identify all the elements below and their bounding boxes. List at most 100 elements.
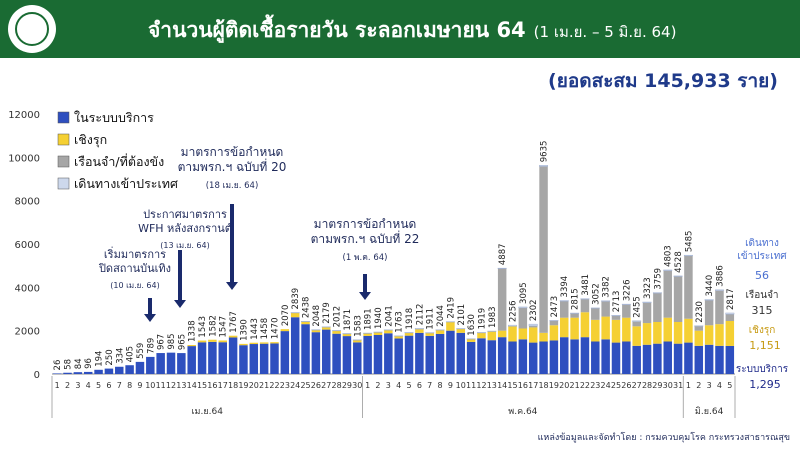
bar-active (384, 330, 393, 334)
bar-imported (352, 339, 362, 341)
bar-domestic (394, 338, 403, 374)
bar-total-label: 967 (157, 334, 167, 350)
x-tick-label: 12 (166, 381, 176, 390)
bar-total-label: 2419 (446, 297, 456, 319)
bar-domestic (125, 365, 134, 374)
bar-active (280, 329, 290, 332)
bar-domestic (456, 332, 466, 374)
bar-domestic (239, 345, 248, 374)
bar-active (208, 339, 217, 342)
x-tick-label: 24 (601, 381, 611, 390)
bar-domestic (83, 371, 93, 374)
bar-active (715, 324, 724, 346)
bar-domestic (622, 341, 631, 374)
bar-domestic (52, 373, 62, 374)
bar-imported (704, 299, 714, 301)
bar-total-label: 405 (126, 346, 136, 362)
annotation-apr13-date: (13 เม.ย. 64) (160, 241, 209, 250)
bar-active (187, 345, 196, 347)
cumulative-total: (ยอดสะสม 145,933 ราย) (548, 70, 778, 92)
bar-total-label: 4803 (664, 245, 674, 267)
bar-prison (704, 300, 714, 326)
bar-active (218, 340, 227, 343)
bar-total-label: 2473 (550, 296, 560, 318)
bar-active (249, 342, 259, 345)
bar-total-label: 3323 (643, 277, 653, 299)
bar-active (342, 333, 352, 337)
x-tick-label: 5 (406, 381, 411, 390)
bar-active (239, 343, 248, 346)
bar-domestic (497, 337, 507, 374)
bar-domestic (208, 341, 217, 374)
bar-prison (528, 325, 538, 328)
bar-imported (590, 307, 600, 309)
annotation-apr10-line2: ปิดสถานบันเทิง (98, 262, 171, 275)
bar-total-label: 9635 (540, 141, 550, 163)
x-tick-label: 15 (197, 381, 207, 390)
bar-active (197, 340, 207, 343)
bar-imported (528, 323, 538, 327)
month-label: พ.ค.64 (508, 407, 537, 417)
bar-active (694, 330, 704, 346)
bar-active (601, 316, 610, 340)
bar-active (363, 333, 372, 336)
bar-domestic (104, 368, 114, 374)
bar-domestic (135, 361, 145, 374)
bar-active (725, 321, 735, 346)
bar-total-label: 559 (136, 343, 146, 359)
bar-domestic (311, 332, 321, 374)
bar-domestic (549, 340, 559, 374)
bar-domestic (477, 338, 486, 374)
bar-imported (466, 338, 476, 340)
bar-imported (508, 324, 517, 327)
bar-total-label: 1983 (488, 306, 498, 328)
x-tick-label: 10 (456, 381, 466, 390)
bar-prison (715, 290, 724, 325)
bar-total-label: 58 (64, 359, 74, 370)
bar-imported (632, 320, 642, 322)
x-tick-label: 15 (507, 381, 517, 390)
page-title: จำนวนผู้ติดเชื้อรายวัน ระลอกเมษายน 64 (1 … (148, 14, 676, 47)
bar-imported (570, 312, 580, 314)
bar-domestic (560, 337, 569, 374)
bar-domestic (353, 342, 362, 374)
x-tick-label: 4 (717, 381, 722, 390)
x-tick-label: 21 (570, 381, 580, 390)
x-tick-label: 23 (590, 381, 600, 390)
bar-imported (611, 315, 621, 317)
annotation-apr13-arrow-head (174, 300, 186, 308)
bar-active (539, 332, 548, 342)
bar-prison (518, 307, 528, 329)
bar-domestic (218, 342, 227, 374)
bar-domestic (404, 335, 414, 374)
bar-prison (694, 326, 704, 331)
bar-active (518, 328, 528, 340)
legend-label-imported: เดินทางเข้าประเทศ (74, 176, 178, 191)
x-tick-label: 9 (448, 381, 453, 390)
annotation-apr13-line2: WFH หลังสงกรานต์ (138, 222, 232, 235)
annotation-may1-line1: มาตรการข้อกำหนด (314, 217, 417, 231)
legend-swatch-active (57, 133, 70, 146)
bar-active (497, 330, 507, 338)
x-tick-label: 12 (476, 381, 486, 390)
x-tick-label: 18 (228, 381, 238, 390)
bar-imported (456, 328, 466, 330)
bar-total-label: 2041 (384, 305, 394, 327)
bar-prison (663, 270, 672, 318)
bar-active (477, 332, 486, 339)
legend-swatch-prison (57, 155, 70, 168)
month-label: มิ.ย.64 (695, 406, 724, 417)
side-prison-value: 315 (752, 304, 773, 317)
bar-domestic (570, 339, 579, 374)
x-tick-label: 20 (559, 381, 569, 390)
bar-active (228, 335, 238, 338)
bar-active (404, 332, 414, 336)
bar-domestic (259, 343, 269, 374)
x-tick-label: 14 (187, 381, 197, 390)
x-tick-label: 25 (300, 381, 310, 390)
bar-imported (601, 300, 611, 302)
bar-active (684, 318, 693, 343)
bar-domestic (694, 345, 704, 374)
x-tick-label: 27 (632, 381, 642, 390)
bar-total-label: 4887 (498, 243, 508, 265)
